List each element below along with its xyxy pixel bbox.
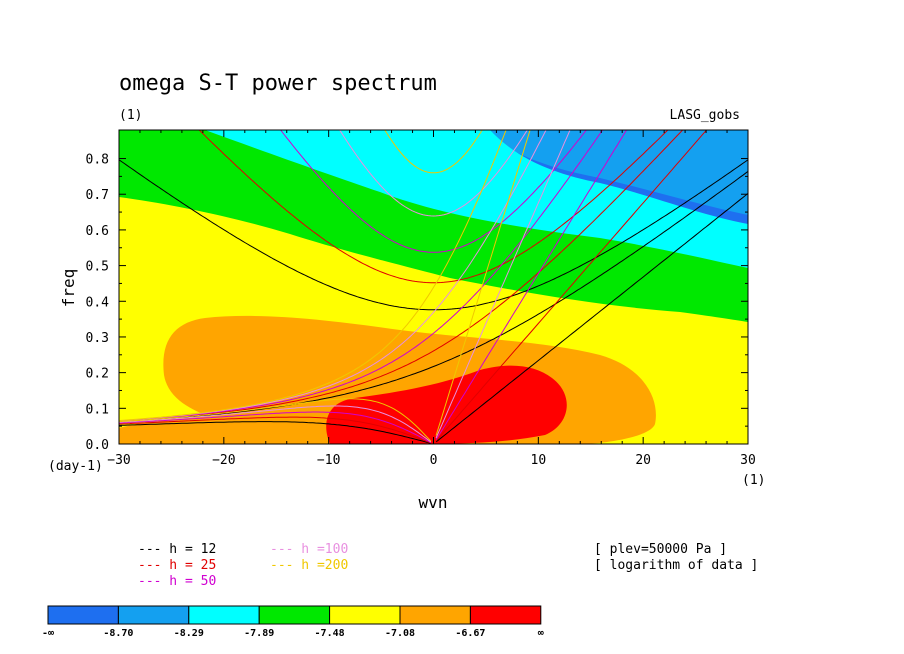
colorbar-label: -7.48	[315, 628, 345, 639]
info-log: [ logarithm of data ]	[594, 558, 758, 573]
rossby-curve-0	[119, 421, 432, 444]
rossby-curve-1	[119, 416, 432, 444]
mrg-curve-0	[119, 170, 748, 423]
y-tick-label: 0.0	[86, 438, 109, 453]
x-tick-label: −20	[212, 453, 235, 468]
colorbar-label: -6.67	[455, 628, 485, 639]
legend-item: --- h =100	[270, 542, 348, 557]
colorbar: -∞ -8.70 -8.29 -7.89 -7.48 -7.08 -6.67 ∞	[42, 605, 544, 639]
y-unit-label: (day-1)	[48, 459, 103, 474]
colorbar-label: -8.29	[174, 628, 204, 639]
colorbar-label: -8.70	[103, 628, 133, 639]
mrg-curve-4	[119, 130, 507, 422]
kelvin-curve-1	[435, 130, 708, 442]
mrg-curve-1	[119, 130, 684, 422]
legend: --- h = 12--- h = 25--- h = 50 --- h =100…	[138, 542, 348, 589]
y-tick-label: 0.2	[86, 367, 109, 382]
colorbar-swatch	[117, 605, 190, 625]
rossby-curve-2	[119, 411, 432, 444]
colorbar-label: -∞	[42, 628, 54, 639]
kelvin-curve-3	[435, 130, 571, 439]
x-unit-label: (1)	[742, 473, 765, 488]
mrg-curve-2	[119, 130, 604, 422]
rossby-curve-4	[119, 398, 432, 442]
y-tick-label: 0.4	[86, 295, 110, 310]
x-tick-label: −30	[107, 453, 130, 468]
info-plev: [ plev=50000 Pa ]	[594, 542, 727, 557]
x-tick-label: −10	[317, 453, 340, 468]
x-tick-label: 10	[531, 453, 547, 468]
colorbar-swatch	[399, 605, 471, 625]
ig-curve-4	[384, 130, 483, 174]
ig-curve-0	[119, 159, 748, 311]
kelvin-curve-2	[435, 130, 628, 440]
band-lightblue	[119, 130, 748, 215]
legend-item: --- h = 50	[138, 574, 216, 589]
ig-curve-2	[279, 130, 588, 253]
rossby-curve-3	[119, 405, 432, 443]
legend-item: --- h =200	[270, 558, 348, 573]
colorbar-swatch	[188, 605, 260, 625]
y-tick-label: 0.6	[86, 224, 109, 239]
x-tick-label: 0	[430, 453, 438, 468]
y-tick-label: 0.8	[86, 153, 109, 168]
ig-curve-1	[198, 130, 669, 284]
y-tick-label: 0.1	[86, 402, 109, 417]
colorbar-swatch	[258, 605, 331, 625]
colorbar-swatch	[329, 605, 401, 625]
legend-item: --- h = 25	[138, 558, 216, 573]
colorbar-label: -7.89	[244, 628, 274, 639]
y-tick-label: 0.3	[86, 331, 109, 346]
y-tick-label: 0.5	[86, 260, 109, 275]
x-axis-label: wvn	[419, 493, 448, 512]
ig-curve-3	[339, 130, 528, 217]
y-tick-label: 0.7	[86, 188, 109, 203]
kelvin-curve-4	[435, 130, 531, 436]
colorbar-label: -7.08	[385, 628, 415, 639]
legend-item: --- h = 12	[138, 542, 216, 557]
kelvin-curve-0	[435, 193, 748, 443]
colorbar-swatch	[47, 605, 119, 625]
colorbar-label: ∞	[538, 628, 544, 639]
chart-title: omega S-T power spectrum	[119, 71, 437, 96]
y-axis: 0.0 0.1 0.2 0.3 0.4 0.5 0.6 0.7 0.8	[86, 153, 748, 453]
y-axis-label: freq	[59, 269, 78, 308]
dispersion-curves	[119, 130, 748, 444]
x-tick-label: 20	[635, 453, 651, 468]
dataset-label: LASG_gobs	[670, 108, 740, 123]
x-axis: −30 −20 −10 0 10 20 30	[107, 130, 756, 468]
units-label: (1)	[119, 108, 142, 123]
colorbar-swatch	[469, 605, 542, 625]
x-tick-label: 30	[740, 453, 756, 468]
